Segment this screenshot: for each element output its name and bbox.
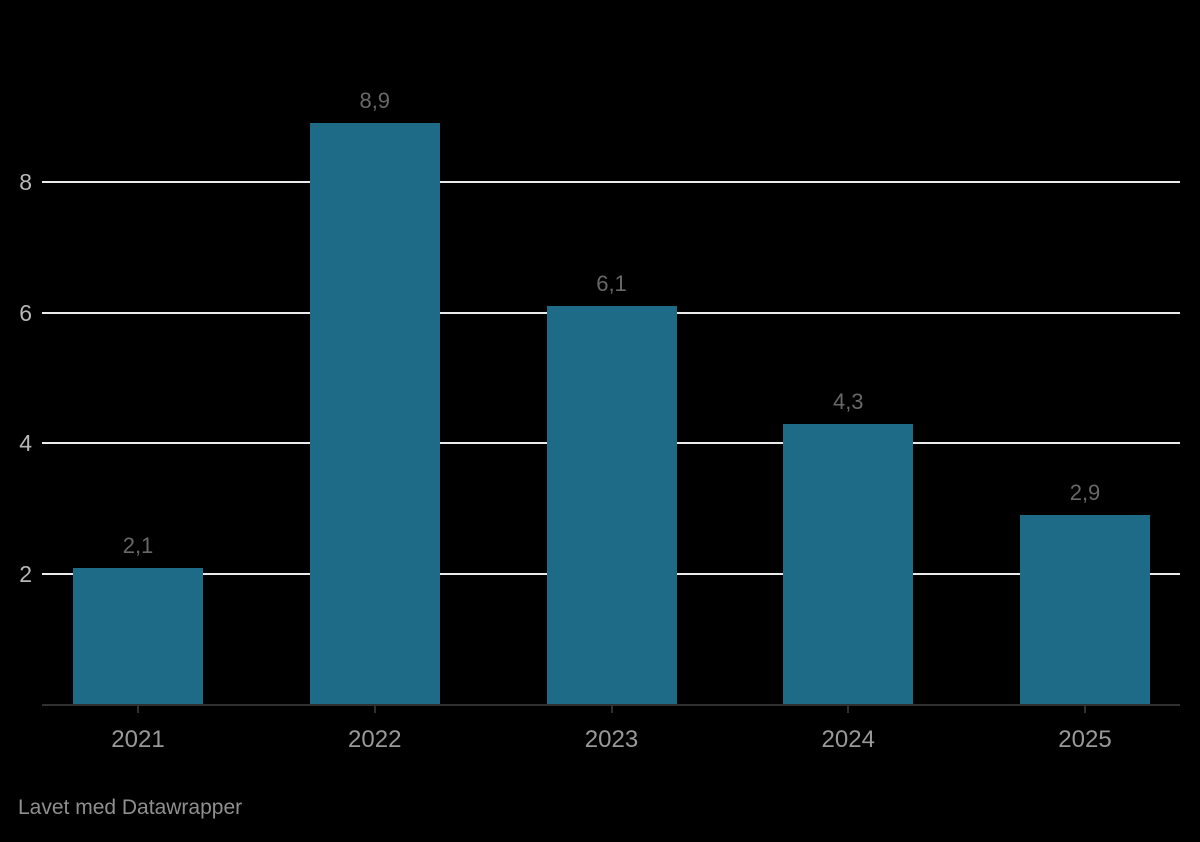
bar-2024[interactable] [783,423,914,704]
value-label: 4,3 [832,388,864,414]
value-label: 2,1 [122,532,154,558]
x-axis-label: 2025 [1058,726,1112,753]
y-axis-tick-label: 8 [19,168,32,195]
x-axis-tick [373,706,376,713]
y-axis-tick-label: 4 [19,430,32,457]
x-axis-label: 2022 [348,726,402,753]
y-axis-tick-label: 2 [19,561,32,588]
value-label: 6,1 [596,271,627,297]
gridline [42,180,1180,183]
bar-2022[interactable] [309,122,440,704]
x-axis-tick [610,706,613,713]
value-label: 8,9 [359,87,391,113]
x-axis-label: 2023 [584,726,639,753]
x-axis-tick [1084,706,1086,713]
x-axis-tick [847,706,850,713]
x-axis-label: 2021 [111,726,165,753]
x-axis-line [42,704,1180,706]
x-axis-tick [137,706,139,713]
bar-2021[interactable] [73,567,203,704]
bar-2023[interactable] [546,306,677,704]
value-label: 2,9 [1069,480,1101,506]
attribution-link[interactable]: Lavet med Datawrapper [18,796,243,819]
y-axis-tick-label: 6 [19,299,32,326]
x-axis-label: 2024 [821,726,875,753]
bar-2025[interactable] [1020,515,1150,704]
